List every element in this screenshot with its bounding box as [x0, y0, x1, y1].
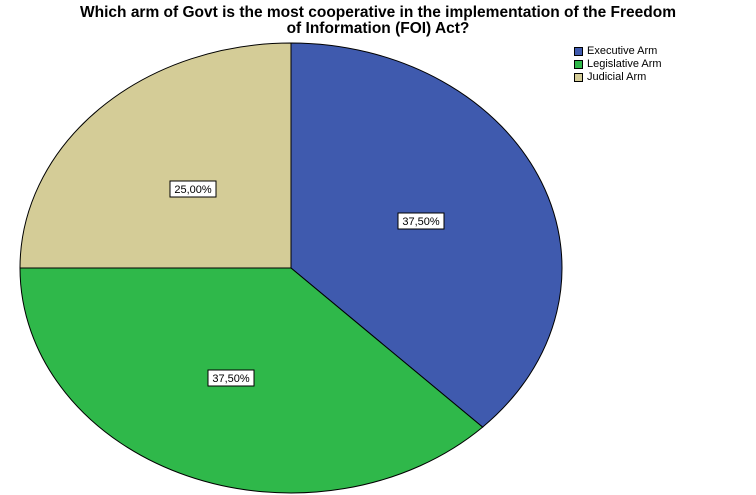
- legend-item-judicial: Judicial Arm: [574, 71, 662, 83]
- legend-label-executive: Executive Arm: [587, 45, 658, 57]
- data-label-judicial: 25,00%: [169, 180, 217, 198]
- svg-text:25,00%: 25,00%: [174, 184, 212, 196]
- data-label-legislative: 37,50%: [207, 369, 255, 387]
- chart-title: Which arm of Govt is the most cooperativ…: [80, 4, 676, 37]
- slice-executive: [290, 42, 563, 428]
- legend-label-legislative: Legislative Arm: [587, 58, 662, 70]
- legend-swatch-executive: [574, 46, 583, 56]
- legend-label-judicial: Judicial Arm: [587, 71, 647, 83]
- legend-swatch-legislative: [574, 59, 583, 69]
- legend: Executive Arm Legislative Arm Judicial A…: [574, 45, 662, 84]
- svg-text:37,50%: 37,50%: [212, 373, 250, 385]
- legend-item-executive: Executive Arm: [574, 45, 662, 57]
- svg-text:37,50%: 37,50%: [402, 216, 440, 228]
- data-label-executive: 37,50%: [397, 212, 445, 230]
- legend-swatch-judicial: [574, 72, 583, 82]
- legend-item-legislative: Legislative Arm: [574, 58, 662, 70]
- slice-judicial: [19, 42, 292, 269]
